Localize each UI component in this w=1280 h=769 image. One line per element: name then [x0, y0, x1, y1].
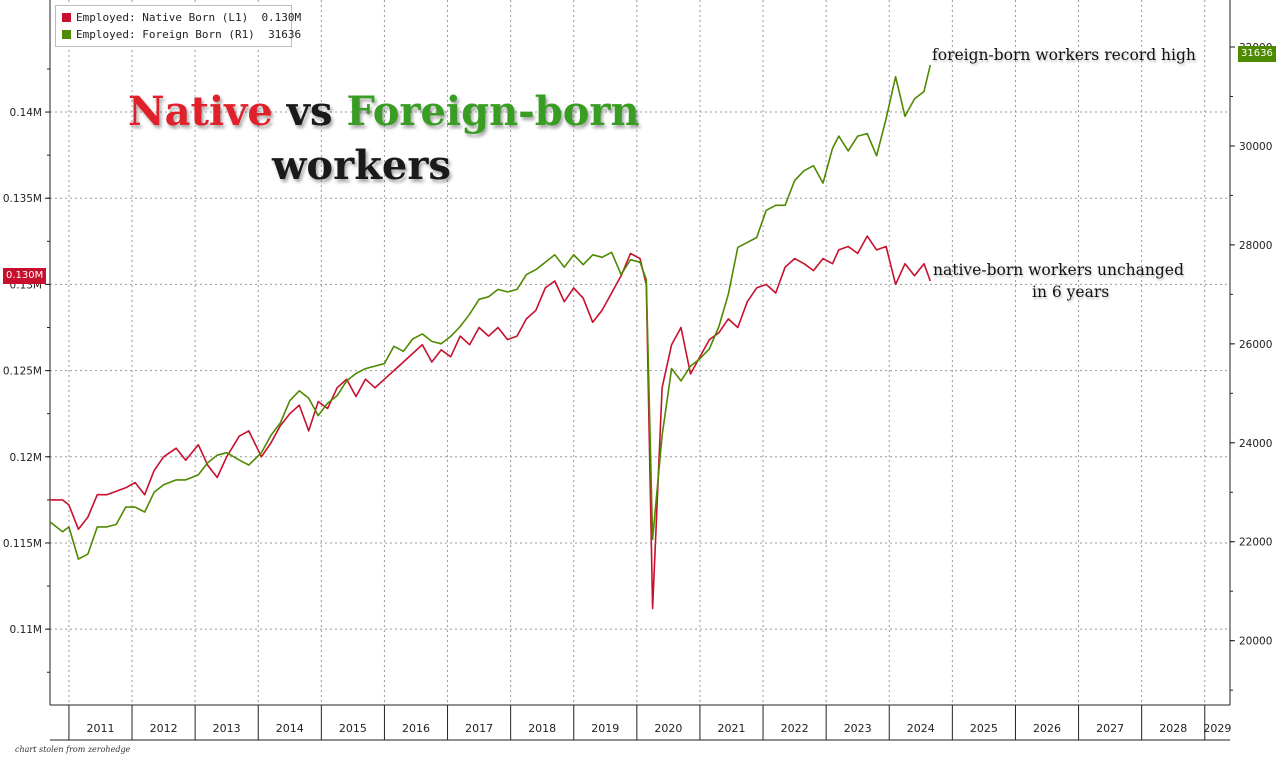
annotation-foreign-record: foreign-born workers record high — [932, 46, 1196, 64]
x-tick-label: 2014 — [276, 722, 304, 735]
title-foreign-word: Foreign-born — [346, 88, 640, 135]
x-tick-label: 2020 — [654, 722, 682, 735]
y-right-tick-label: 28000 — [1239, 240, 1272, 252]
legend-label-native: Employed: Native Born (L1) — [76, 10, 249, 24]
x-tick-label: 2026 — [1033, 722, 1061, 735]
x-tick-label: 2015 — [339, 722, 367, 735]
y-left-tick-label: 0.11M — [10, 624, 42, 636]
y-left-tick-label: 0.115M — [3, 538, 42, 550]
legend-item-native: Employed: Native Born (L1) 0.130M — [62, 9, 301, 25]
x-tick-label: 2012 — [150, 722, 178, 735]
grid-layer — [50, 0, 1230, 705]
series-line-foreign-born — [49, 64, 932, 560]
legend-value-native: 0.130M — [261, 10, 302, 24]
x-tick-label: 2023 — [844, 722, 872, 735]
y-left-tick-label: 0.14M — [10, 107, 42, 119]
x-tick-label: 2029 — [1203, 722, 1231, 735]
annotation-native-line2: in 6 years — [1032, 283, 1110, 301]
x-tick-label: 2017 — [465, 722, 493, 735]
x-tick-label: 2028 — [1159, 722, 1187, 735]
chart-title-line1: Native vs Foreign-born — [128, 88, 640, 135]
legend-swatch-native — [62, 12, 71, 22]
legend-value-foreign: 31636 — [268, 27, 302, 41]
x-tick-label: 2027 — [1096, 722, 1124, 735]
y-right-tick-label: 20000 — [1239, 636, 1272, 648]
x-tick-label: 2013 — [213, 722, 241, 735]
legend-swatch-foreign — [62, 29, 71, 39]
source-footnote: chart stolen from zerohedge — [15, 745, 131, 754]
y-left-tick-label: 0.135M — [3, 193, 42, 205]
y-right-tick-label: 30000 — [1239, 141, 1272, 153]
title-native-word: Native — [128, 88, 273, 135]
series-layer — [49, 64, 932, 610]
legend-label-foreign: Employed: Foreign Born (R1) — [76, 27, 255, 41]
axis-layer: 2011 2012 2013 2014 2015 2016 2017 2018 2019 2020… — [3, 0, 1272, 741]
legend-item-foreign: Employed: Foreign Born (R1) 31636 — [62, 26, 301, 42]
y-left-tick-label: 0.12M — [10, 452, 42, 464]
x-tick-label: 2019 — [591, 722, 619, 735]
x-tick-label: 2011 — [86, 722, 114, 735]
y-right-tick-label: 24000 — [1239, 438, 1272, 450]
series-line-native-born — [50, 235, 932, 610]
right-axis-last-value-badge: 31636 — [1238, 46, 1276, 62]
annotation-native-line1: native-born workers unchanged — [933, 261, 1184, 279]
y-left-tick-label: 0.125M — [3, 366, 42, 378]
chart-legend: Employed: Native Born (L1) 0.130M Employ… — [55, 5, 301, 47]
x-tick-label: 2021 — [717, 722, 745, 735]
y-right-tick-label: 26000 — [1239, 339, 1272, 351]
title-vs-word: vs — [286, 88, 333, 135]
x-tick-label: 2025 — [970, 722, 998, 735]
chart-title-line2: workers — [272, 142, 451, 189]
x-tick-label: 2024 — [907, 722, 935, 735]
x-tick-label: 2018 — [528, 722, 556, 735]
x-tick-label: 2016 — [402, 722, 430, 735]
y-right-tick-label: 22000 — [1239, 537, 1272, 549]
left-axis-last-value-badge: 0.130M — [3, 268, 47, 284]
x-tick-label: 2022 — [781, 722, 809, 735]
